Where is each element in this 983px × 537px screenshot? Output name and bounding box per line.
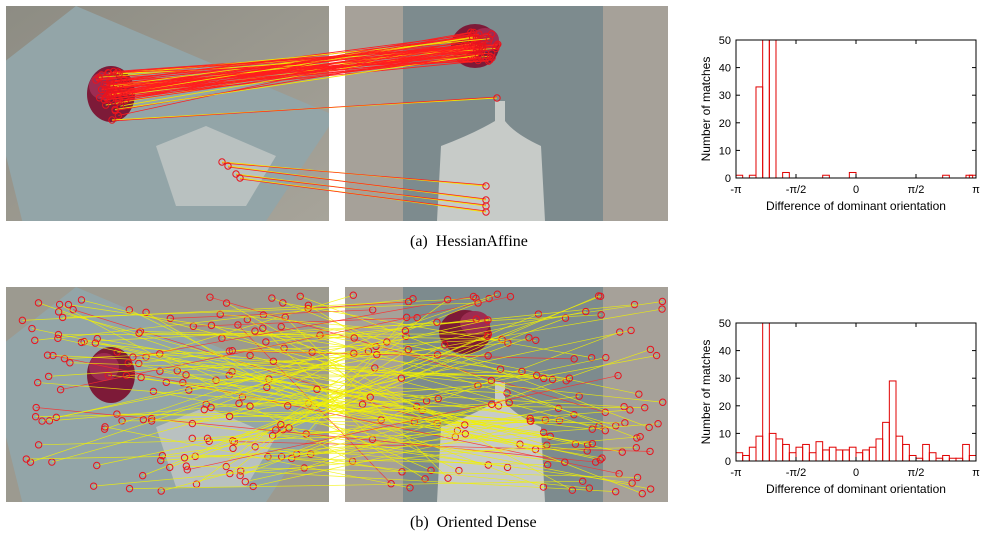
histogram-bar [782,171,790,179]
histogram-bar [762,39,770,179]
y-axis-label: Number of matches [699,340,713,445]
left-photo-hessian [6,6,329,221]
histogram-bar [962,443,970,462]
plot-frame [735,39,977,179]
left-photo-dense [6,287,329,502]
y-tick-label: 40 [719,63,731,75]
histogram-bar [802,443,810,462]
histogram-bar [822,449,830,462]
y-tick-label: 40 [719,346,731,358]
histogram-bar [768,432,777,462]
x-tick-label: -π/2 [786,184,806,196]
histogram-bar [735,452,744,462]
histogram-bar [908,454,917,462]
histogram-bar [888,380,897,462]
x-tick-label: π [972,467,980,479]
histogram-bar [882,421,890,462]
left-photo-dense-scene [6,287,329,502]
histogram-bar [942,454,950,462]
x-tick-label: -π/2 [786,467,806,479]
left-photo-hessian-scene [6,6,329,221]
x-tick-label: -π [730,184,742,196]
histogram-bar [795,446,804,462]
histogram-hessian: 0 10 20 30 40 50 -π -π/2 0 π/2 π Difference of domi… [699,35,980,213]
histogram-bar [775,438,784,462]
caption-dense-label: (b) [410,514,429,531]
right-photo-dense [345,287,668,502]
right-photo-dense-scene [345,287,668,502]
right-photo-hessian-scene [345,6,668,221]
histogram-bar [815,441,824,462]
caption-hessian-text: HessianAffine [435,233,528,250]
x-tick-label: π/2 [908,184,925,196]
histogram-bar [762,322,770,462]
y-tick-label: 30 [719,373,731,385]
y-tick-label: 20 [719,401,731,413]
x-axis-label: Difference of dominant orientation [766,199,946,213]
x-tick-label: 0 [853,467,859,479]
histogram-bar [848,171,857,179]
y-tick-label: 30 [719,90,731,102]
x-tick-label: 0 [853,184,859,196]
histogram-bar [968,454,977,462]
histogram-bar [855,452,864,462]
histogram-bar [928,452,937,462]
histogram-bar [895,435,904,462]
histogram-bar [875,438,884,462]
histogram-bar [868,446,877,462]
y-tick-label: 10 [719,145,731,157]
y-tick-label: 50 [719,318,731,330]
caption-hessian: (a) HessianAffine [410,233,528,251]
x-tick-label: π [972,184,980,196]
histogram-bar [902,443,910,462]
plot-frame [735,322,977,462]
histogram-bar [768,39,777,179]
caption-dense: (b) Oriented Dense [410,514,537,532]
y-axis-label: Number of matches [699,57,713,162]
histogram-bar [755,86,764,179]
histogram-bar [788,452,797,462]
histogram-bar [922,443,930,462]
histogram-bar [862,449,870,462]
histogram-bar [748,446,757,462]
y-tick-label: 0 [725,456,731,468]
histogram-bar [742,454,750,462]
histogram-bar [808,452,817,462]
x-axis-label: Difference of dominant orientation [766,482,946,496]
caption-dense-text: Oriented Dense [436,514,537,531]
histogram-bar [848,446,857,462]
right-photo-hessian [345,6,668,221]
x-tick-label: π/2 [908,467,925,479]
x-tick-label: -π [730,467,742,479]
y-tick-label: 10 [719,428,731,440]
histogram-bar [835,449,844,462]
y-tick-label: 0 [725,173,731,185]
y-tick-label: 50 [719,35,731,47]
histogram-bar [782,443,790,462]
histogram-dense: 0 10 20 30 40 50 -π -π/2 0 π/2 π Difference of domi… [699,318,980,496]
histogram-bar [755,435,764,462]
histogram-bar [842,449,850,462]
caption-hessian-label: (a) [410,233,428,250]
histogram-bar [828,446,837,462]
y-tick-label: 20 [719,118,731,130]
